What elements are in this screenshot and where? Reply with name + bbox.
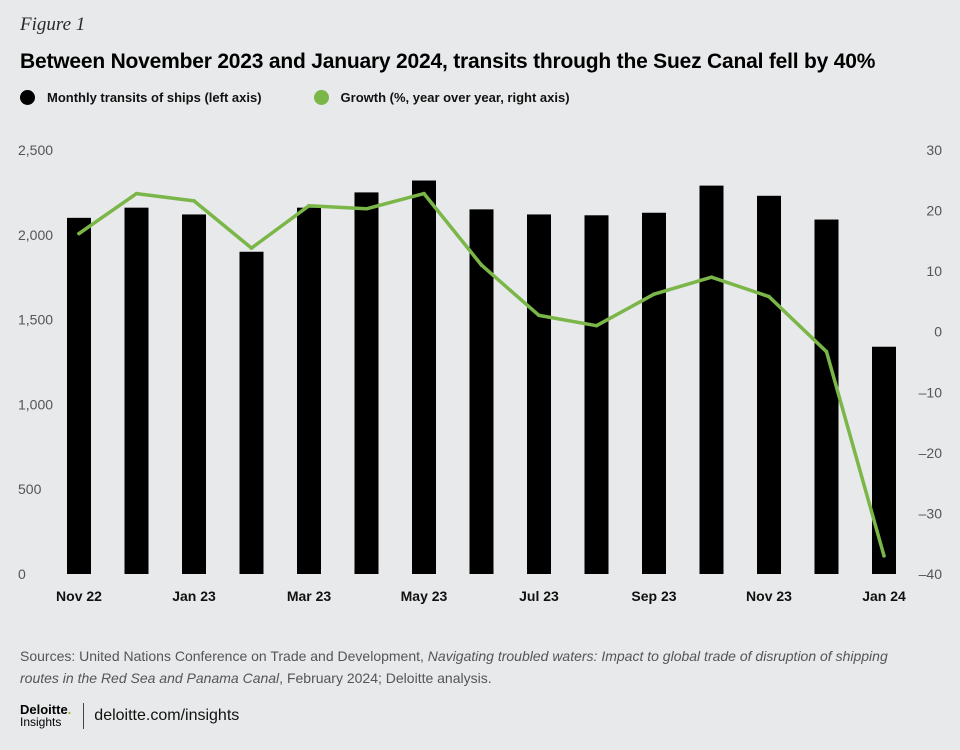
- legend-line-label: Growth (%, year over year, right axis): [340, 90, 570, 105]
- footer-divider: [83, 703, 85, 729]
- left-axis-tick-label: 500: [18, 481, 42, 497]
- right-axis-tick-label: 0: [934, 324, 942, 340]
- logo-subtitle: Insights: [20, 715, 62, 729]
- chart-legend: Monthly transits of ships (left axis) Gr…: [20, 90, 622, 105]
- right-axis-tick-label: 30: [926, 142, 942, 158]
- x-axis-tick-label: Nov 23: [746, 588, 792, 604]
- legend-bars-swatch: [20, 90, 35, 105]
- growth-point-jun-23: [479, 263, 484, 267]
- growth-point-jan-23: [192, 199, 196, 203]
- logo-green-dot: .: [67, 702, 72, 717]
- left-axis-tick-label: 2,500: [18, 142, 53, 158]
- bar-aug-23: [584, 215, 609, 574]
- x-axis-tick-label: May 23: [401, 588, 448, 604]
- x-axis-tick-label: Jan 23: [172, 588, 216, 604]
- growth-point-dec-22: [134, 191, 139, 196]
- growth-point-jul-23: [537, 313, 541, 318]
- growth-point-apr-23: [364, 206, 369, 211]
- x-axis-tick-label: Sep 23: [631, 588, 676, 604]
- bar-mar-23: [297, 207, 321, 574]
- growth-point-jan-24: [882, 554, 886, 558]
- growth-point-feb-23: [249, 246, 254, 250]
- right-axis-tick-label: –10: [919, 384, 943, 400]
- right-axis-tick-label: –30: [919, 505, 943, 521]
- source-title: Navigating troubled waters: Impact to gl…: [20, 648, 888, 686]
- growth-point-sep-23: [652, 292, 656, 296]
- left-axis-tick-label: 2,000: [18, 227, 53, 243]
- left-axis-tick-label: 0: [18, 566, 26, 582]
- bar-jul-23: [527, 214, 551, 574]
- bar-jan-24: [872, 346, 896, 574]
- deloitte-insights-logo[interactable]: Deloitte. Insights: [20, 703, 71, 729]
- x-axis-tick-label: Nov 22: [56, 588, 102, 604]
- growth-point-may-23: [422, 191, 426, 196]
- growth-point-mar-23: [307, 203, 311, 208]
- figure-label: Figure 1: [20, 14, 86, 35]
- right-axis-tick-label: –20: [919, 445, 943, 461]
- footer: Deloitte. Insights deloitte.com/insights: [20, 703, 239, 729]
- right-axis-tick-label: –40: [919, 566, 943, 582]
- x-axis-tick-label: Jul 23: [519, 588, 559, 604]
- footer-url-link[interactable]: deloitte.com/insights: [94, 707, 240, 724]
- left-axis-tick-label: 1,000: [18, 396, 53, 412]
- bar-feb-23: [239, 251, 264, 574]
- bar-oct-23: [699, 185, 724, 574]
- bar-dec-22: [124, 207, 149, 574]
- chart-canvas: 0 500 1,000 1,500 2,000 2,500 –40 –30 –20 –10 0 10 2…: [18, 142, 943, 604]
- bar-nov-22: [67, 217, 91, 574]
- growth-point-nov-23: [767, 294, 771, 299]
- bar-sep-23: [642, 212, 666, 574]
- growth-point-oct-23: [709, 275, 714, 280]
- source-prefix: Sources: United Nations Conference on Tr…: [20, 648, 428, 664]
- bar-dec-23: [814, 219, 839, 574]
- left-axis-tick-label: 1,500: [18, 312, 53, 328]
- legend-item-bars: Monthly transits of ships (left axis): [20, 90, 262, 105]
- bar-apr-23: [354, 192, 379, 574]
- legend-item-line: Growth (%, year over year, right axis): [313, 90, 570, 105]
- right-axis-tick-label: 20: [926, 203, 942, 219]
- chart-title: Between November 2023 and January 2024, …: [20, 50, 876, 73]
- legend-bars-label: Monthly transits of ships (left axis): [47, 90, 262, 105]
- growth-point-aug-23: [594, 323, 599, 328]
- right-axis-tick-label: 10: [926, 263, 942, 279]
- growth-point-dec-23: [824, 349, 829, 354]
- bar-jan-23: [182, 214, 206, 574]
- logo-wordmark: Deloitte: [20, 702, 68, 717]
- x-axis-tick-label: Jan 24: [862, 588, 906, 604]
- source-note: Sources: United Nations Conference on Tr…: [20, 645, 920, 689]
- growth-point-nov-22: [77, 231, 81, 236]
- bar-may-23: [412, 180, 436, 574]
- bar-nov-23: [757, 195, 781, 575]
- source-suffix: , February 2024; Deloitte analysis.: [279, 670, 492, 686]
- x-axis-tick-label: Mar 23: [287, 588, 332, 604]
- legend-line-swatch: [313, 90, 329, 105]
